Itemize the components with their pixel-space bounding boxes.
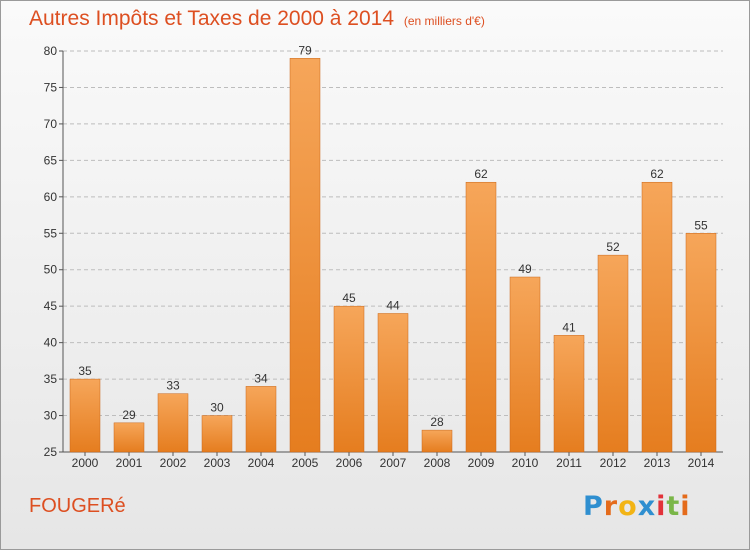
bar-value-label: 33 [166,379,180,393]
y-tick-label: 50 [44,263,58,277]
bar-2000 [69,378,101,453]
logo-letter: i [656,491,667,522]
bar-2002 [157,393,189,453]
bar-2005 [289,58,321,453]
x-tick-label: 2007 [380,456,407,470]
x-tick-label: 2000 [72,456,99,470]
y-tick-label: 45 [44,299,58,313]
bar-value-label: 62 [474,167,488,181]
logo-letter: P [583,491,604,522]
bar-2006 [333,305,365,453]
bar-value-label: 44 [386,298,400,312]
y-tick-label: 35 [44,372,58,386]
x-tick-label: 2006 [336,456,363,470]
bar-value-label: 35 [78,364,92,378]
x-tick-label: 2002 [160,456,187,470]
bar-2008 [421,429,453,453]
bar-2010 [509,276,541,453]
bar-value-label: 29 [122,408,136,422]
y-tick-label: 30 [44,409,58,423]
bar-value-label: 55 [694,218,708,232]
bar-2001 [113,422,145,453]
chart-title: Autres Impôts et Taxes de 2000 à 2014 [29,7,395,30]
x-tick-label: 2008 [424,456,451,470]
bar-2012 [597,254,629,453]
y-tick-label: 40 [44,336,58,350]
x-tick-label: 2012 [600,456,627,470]
bar-2009 [465,181,497,453]
bar-2011 [553,335,585,453]
logo-letter: x [637,491,657,522]
bar-value-label: 45 [342,291,356,305]
bar-value-label: 30 [210,401,224,415]
proxiti-logo[interactable]: Proxiti [583,491,691,522]
bar-value-label: 52 [606,240,620,254]
x-tick-label: 2014 [688,456,715,470]
y-tick-label: 65 [44,153,58,167]
logo-letter: t [666,491,681,522]
chart-title-block: Autres Impôts et Taxes de 2000 à 2014 (e… [29,7,485,31]
bar-value-label: 62 [650,167,664,181]
y-tick-label: 80 [44,44,58,58]
x-tick-label: 2011 [556,456,582,470]
bar-value-label: 49 [518,262,532,276]
label-layer: 35 29 33 30 34 79 45 44 28 62 49 41 52 62 55 [78,43,708,429]
y-tick-label: 70 [44,117,58,131]
bar-2003 [201,415,233,453]
bar-value-label: 41 [562,320,576,334]
bar-2013 [641,181,673,453]
x-tick-label: 2013 [644,456,671,470]
x-tick-label: 2005 [292,456,319,470]
bar-value-label: 34 [254,371,268,385]
x-tick-label: 2001 [116,456,143,470]
x-tick-label: 2004 [248,456,275,470]
bar-layer [69,58,717,453]
y-tick-label: 25 [44,445,58,459]
chart-subtitle: (en milliers d'€) [403,14,485,28]
bar-value-label: 79 [298,43,312,57]
commune-name: FOUGERé [29,495,126,517]
y-tick-label: 55 [44,226,58,240]
bar-2007 [377,313,409,453]
y-tick-label: 75 [44,80,58,94]
bar-2004 [245,386,277,453]
x-tick-label: 2010 [512,456,539,470]
bar-2014 [685,233,717,453]
logo-letter: o [618,491,638,522]
x-tick-label: 2003 [204,456,231,470]
y-tick-label: 60 [44,190,58,204]
bar-value-label: 28 [430,415,444,429]
x-tick-label: 2009 [468,456,495,470]
logo-letter: i [680,491,691,522]
logo-letter: r [603,491,619,522]
